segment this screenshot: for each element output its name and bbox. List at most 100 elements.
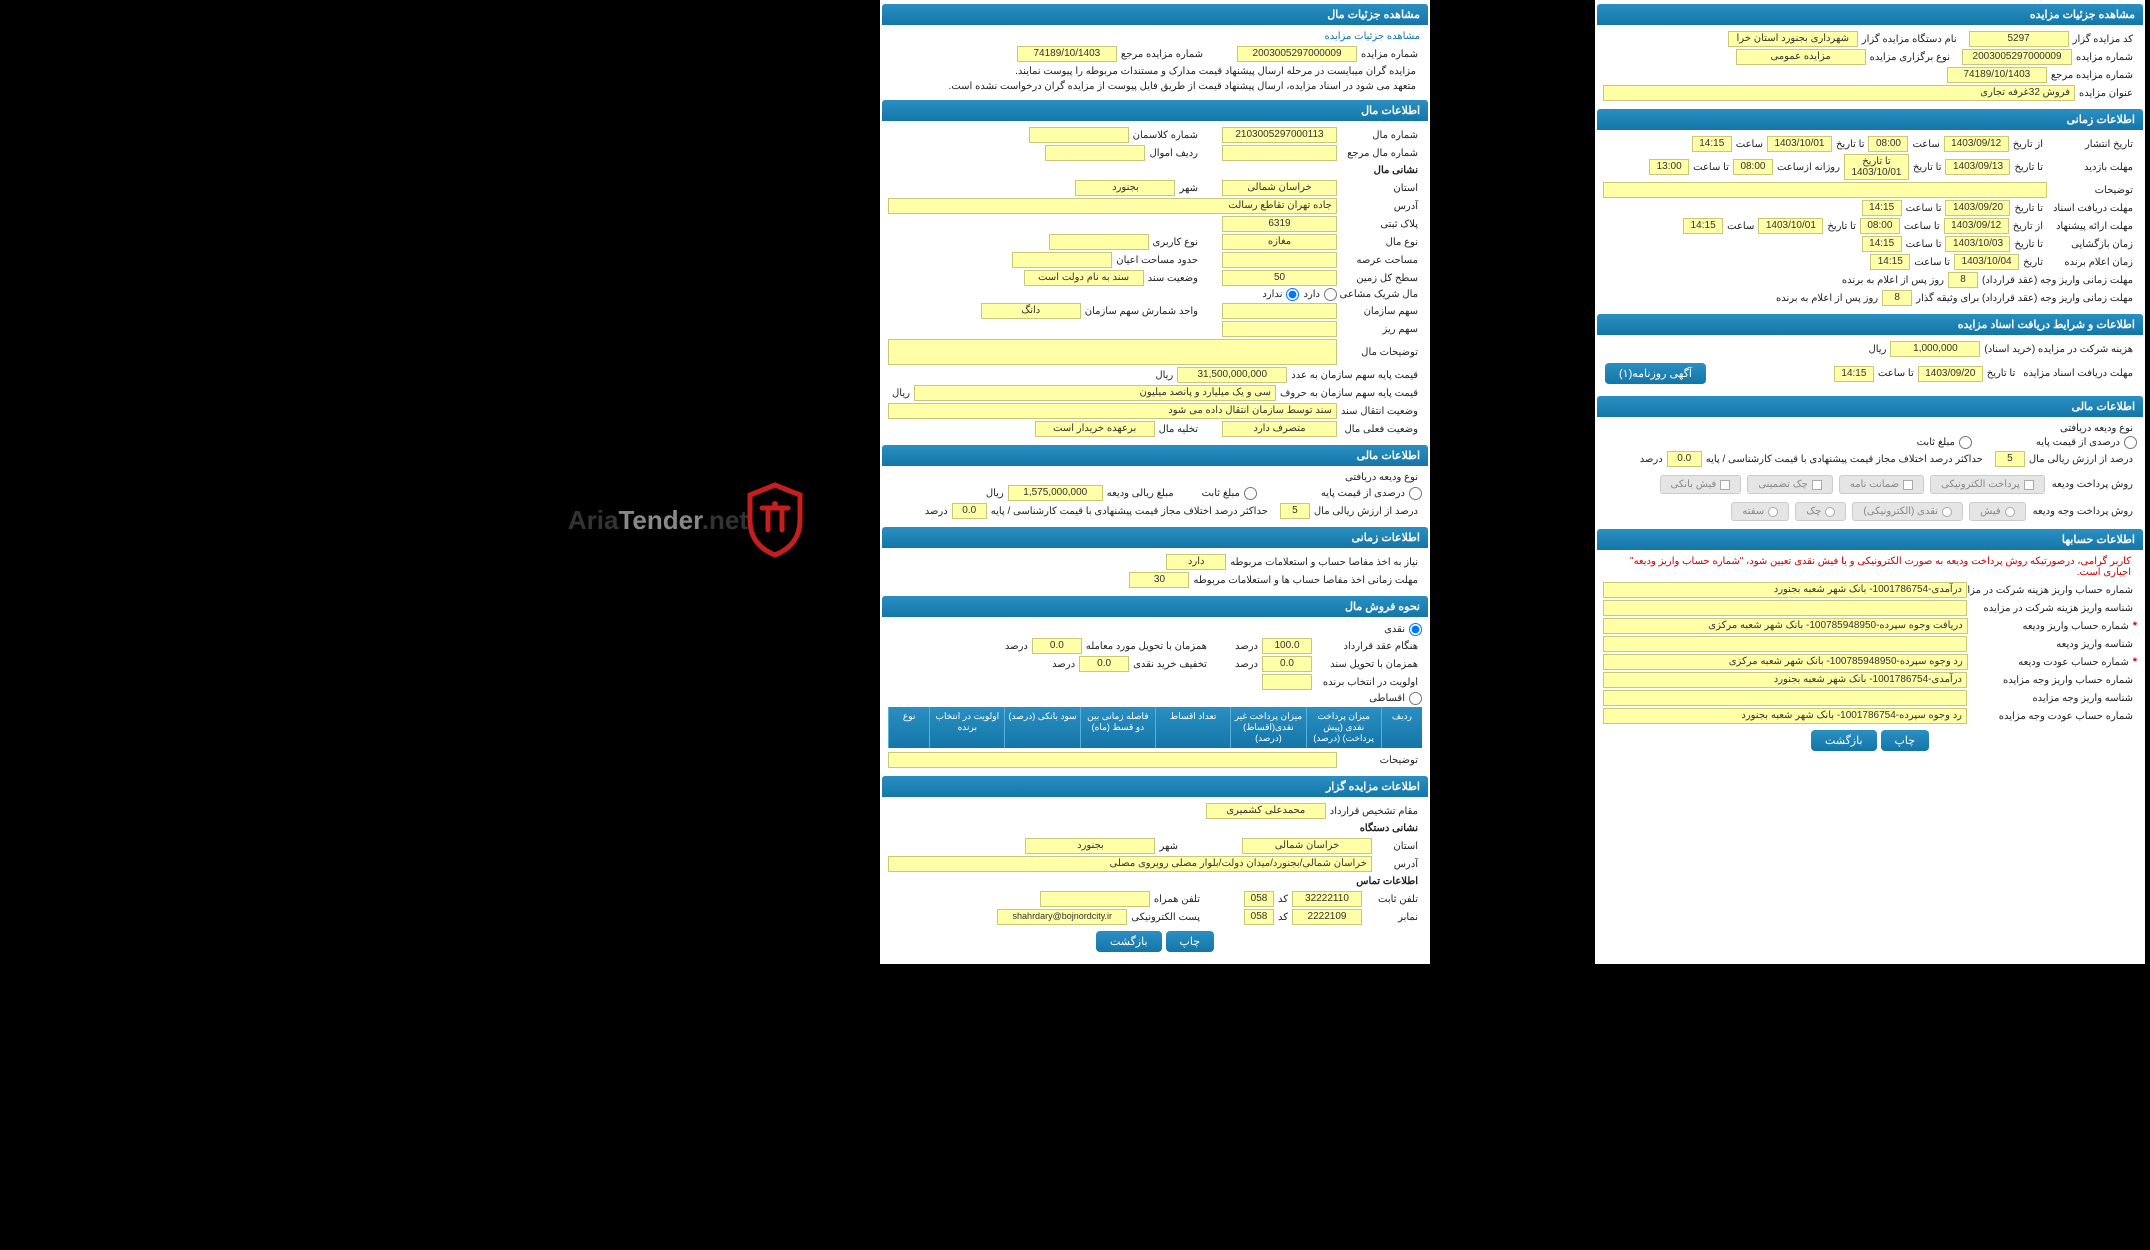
cash-radio[interactable] bbox=[1409, 623, 1422, 636]
publish-t2: 14:15 bbox=[1692, 136, 1732, 152]
pay2-opt2: نقدی (الکترونیکی) bbox=[1852, 502, 1963, 521]
mal-num: 2103005297000113 bbox=[1222, 127, 1337, 143]
sec-sale: نقدی هنگام عقد قرارداد 100.0 درصد همزمان… bbox=[882, 617, 1428, 774]
deposit-type-label: نوع ودیعه دریافتی bbox=[2056, 423, 2137, 434]
sec-sale-header: نحوه فروش مال bbox=[882, 596, 1428, 617]
sec-l-financial: نوع ودیعه دریافتی درصدی از قیمت پایه مبل… bbox=[882, 466, 1428, 525]
acc3-field: دریافت وجوه سپرده-100785948950- بانک شهر… bbox=[1603, 618, 1968, 634]
installment-table-header: ردیف میزان پرداخت نقدی (پیش پرداخت) (درص… bbox=[888, 707, 1422, 748]
mobile bbox=[1040, 891, 1150, 907]
sec-time: تاریخ انتشار از تاریخ 1403/09/12 ساعت 08… bbox=[1597, 130, 2143, 312]
l-print-button[interactable]: چاپ bbox=[1166, 931, 1215, 952]
type-label: نوع برگزاری مزایده bbox=[1866, 52, 1954, 63]
l-pct-radio[interactable] bbox=[1409, 487, 1422, 500]
sec-accounts: کاربر گرامی، درصورتیکه روش پرداخت ودیعه … bbox=[1597, 550, 2143, 761]
fee-deadline-label: مهلت دریافت اسناد مزایده bbox=[2019, 368, 2137, 379]
use-field bbox=[1049, 234, 1149, 250]
sec-accounts-header: اطلاعات حسابها bbox=[1597, 529, 2143, 550]
class-field bbox=[1029, 127, 1129, 143]
pay-opt4: فیش بانکی bbox=[1660, 475, 1742, 494]
publish-label: تاریخ انتشار bbox=[2047, 139, 2137, 150]
pay2-opt4: سفته bbox=[1731, 502, 1789, 521]
city: بجنورد bbox=[1075, 180, 1175, 196]
winner-label: زمان اعلام برنده bbox=[2047, 257, 2137, 268]
offer-label: مهلت ارائه پیشنهاد bbox=[2047, 221, 2137, 232]
sec-organizer: مقام تشخیص قرارداد محمدعلی کشمیری نشانی … bbox=[882, 797, 1428, 962]
acc2-field bbox=[1603, 600, 1967, 616]
province: خراسان شمالی bbox=[1222, 180, 1337, 196]
mal-type: مغازه bbox=[1222, 234, 1337, 250]
shared-has-radio[interactable] bbox=[1324, 288, 1337, 301]
logo-text: AriaTender.net bbox=[568, 505, 748, 536]
area bbox=[1222, 252, 1337, 268]
publish-t1: 08:00 bbox=[1868, 136, 1908, 152]
auction-num-field: 2003005297000009 bbox=[1962, 49, 2072, 65]
asset-row bbox=[1045, 145, 1145, 161]
newspaper-ad-button[interactable]: آگهی روزنامه(۱) bbox=[1605, 363, 1706, 384]
visit-d2: 1403/09/13 bbox=[1945, 159, 2010, 175]
ref-label: شماره مزایده مرجع bbox=[2047, 70, 2137, 81]
sec-mal-details: مشاهده جزئیات مزایده شماره مزایده 200300… bbox=[882, 25, 1428, 98]
fee-field: 1,000,000 bbox=[1890, 341, 1980, 357]
pay2-label: روش پرداخت وجه ودیعه bbox=[2029, 506, 2137, 517]
fax: 2222109 bbox=[1292, 909, 1362, 925]
unit: دانگ bbox=[981, 303, 1081, 319]
land: 50 bbox=[1222, 270, 1337, 286]
pay-opt2: ضمانت نامه bbox=[1839, 475, 1924, 494]
deed: سند به نام دولت است bbox=[1024, 270, 1144, 286]
back-button[interactable]: بازگشت bbox=[1811, 730, 1877, 751]
sec-l-time-header: اطلاعات زمانی bbox=[882, 527, 1428, 548]
sec-doc: هزینه شرکت در مزایده (خرید اسناد) 1,000,… bbox=[1597, 335, 2143, 394]
title-field: فروش 32غرفه تجاری bbox=[1603, 85, 2075, 101]
shared-hasnot-radio[interactable] bbox=[1286, 288, 1299, 301]
current: متصرف دارد bbox=[1222, 421, 1337, 437]
note1: مزایده گران میبایست در مرحله ارسال پیشنه… bbox=[888, 64, 1422, 79]
org-address: خراسان شمالی/بجنورد/میدان دولت/بلوار مصل… bbox=[888, 856, 1372, 872]
sec-l-financial-header: اطلاعات مالی bbox=[882, 445, 1428, 466]
publish-d1: 1403/09/12 bbox=[1944, 136, 2009, 152]
acc5-field: رد وجوه سپرده-100785948950- بانک شهر شعب… bbox=[1603, 654, 1968, 670]
code-label: کد مزایده گزار bbox=[2069, 34, 2137, 45]
evac: برعهده خریدار است bbox=[1035, 421, 1155, 437]
pay2-opt3: چک bbox=[1795, 502, 1846, 521]
other bbox=[1222, 321, 1337, 337]
plaque: 6319 bbox=[1222, 216, 1337, 232]
pay-opt1: پرداخت الکترونیکی bbox=[1930, 475, 2045, 494]
fee-label: هزینه شرکت در مزایده (خرید اسناد) bbox=[1980, 344, 2137, 355]
acc4-field bbox=[1603, 636, 1967, 652]
l-back-button[interactable]: بازگشت bbox=[1096, 931, 1162, 952]
pct-base-radio[interactable] bbox=[2124, 436, 2137, 449]
clearing: دارد bbox=[1166, 554, 1226, 570]
sec-organizer-header: اطلاعات مزایده گزار bbox=[882, 776, 1428, 797]
base-num: 31,500,000,000 bbox=[1177, 367, 1287, 383]
deadline2-label: مهلت زمانی واریز وجه (عقد قرارداد) برای … bbox=[1912, 293, 2137, 304]
clearing-time: 30 bbox=[1129, 572, 1189, 588]
fixed-radio[interactable] bbox=[1959, 436, 1972, 449]
acc7-field bbox=[1603, 690, 1967, 706]
l-fixed-radio[interactable] bbox=[1244, 487, 1257, 500]
mal-desc bbox=[888, 339, 1337, 365]
sale-desc bbox=[888, 752, 1337, 768]
transfer: سند توسط سازمان انتقال داده می شود bbox=[888, 403, 1337, 419]
authority: محمدعلی کشمیری bbox=[1206, 803, 1326, 819]
deposit-amt: 1,575,000,000 bbox=[1008, 485, 1103, 501]
acc8-field: رد وجوه سپرده-1001786754- بانک شهر شعبه … bbox=[1603, 708, 1967, 724]
org-share bbox=[1222, 303, 1337, 319]
left-column: مشاهده جزئیات مال مشاهده جزئیات مزایده ش… bbox=[880, 0, 1430, 964]
sec-financial: نوع ودیعه دریافتی درصدی از قیمت پایه مبل… bbox=[1597, 417, 2143, 527]
installment-radio[interactable] bbox=[1409, 692, 1422, 705]
print-button[interactable]: چاپ bbox=[1881, 730, 1930, 751]
addr-header: نشانی مال bbox=[888, 163, 1422, 178]
sec-time-header: اطلاعات زمانی bbox=[1597, 109, 2143, 130]
publish-d2: 1403/10/01 bbox=[1767, 136, 1832, 152]
watermark-logo: AriaTender.net bbox=[550, 480, 810, 560]
desc-label: توضیحات bbox=[2047, 185, 2137, 196]
desc-field bbox=[1603, 182, 2047, 198]
detail-link[interactable]: مشاهده جزئیات مزایده bbox=[888, 29, 1422, 44]
pay-method-label: روش پرداخت ودیعه bbox=[2048, 479, 2137, 490]
acc6-field: درآمدی-1001786754- بانک شهر شعبه بجنورد bbox=[1603, 672, 1967, 688]
note2: متعهد می شود در اسناد مزایده، ارسال پیشن… bbox=[888, 79, 1422, 94]
visit-label: مهلت بازدید bbox=[2047, 162, 2137, 173]
shield-icon bbox=[740, 480, 810, 560]
doc-label: مهلت دریافت اسناد bbox=[2047, 203, 2137, 214]
